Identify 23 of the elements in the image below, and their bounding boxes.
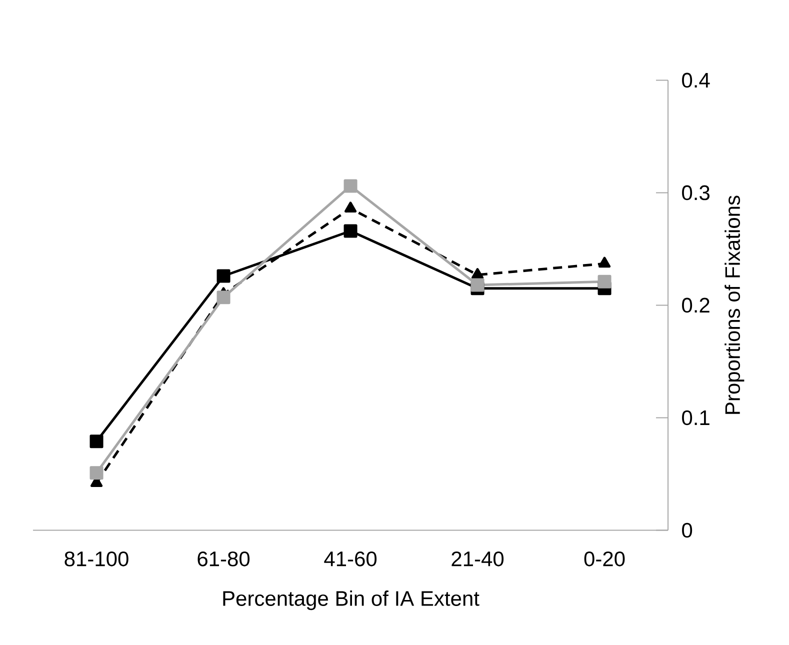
- x-tick-label: 0-20: [584, 551, 625, 566]
- point: [90, 466, 104, 480]
- x-tick-label: 21-40: [452, 551, 504, 566]
- point: [90, 434, 104, 448]
- x-tick-label: 41-60: [324, 551, 377, 566]
- point: [472, 268, 484, 279]
- x-axis-title: Percentage Bin of IA Extent: [223, 590, 480, 610]
- point: [598, 274, 612, 288]
- point: [344, 224, 358, 238]
- point: [216, 290, 230, 304]
- x-tick-label: 61-80: [198, 551, 250, 566]
- point: [598, 256, 611, 268]
- y-tick-label: 0.4: [682, 72, 710, 88]
- point: [344, 202, 357, 212]
- y-tick-label: 0.3: [682, 185, 710, 200]
- y-tick-label: 0: [682, 522, 692, 538]
- point: [344, 179, 358, 193]
- point: [470, 278, 484, 292]
- x-tick-label: 81-100: [64, 551, 128, 566]
- y-axis-title: Proportions of Fixations: [724, 196, 744, 414]
- point: [216, 269, 230, 283]
- y-tick-label: 0.1: [682, 410, 710, 426]
- y-tick-label: 0.2: [682, 298, 710, 313]
